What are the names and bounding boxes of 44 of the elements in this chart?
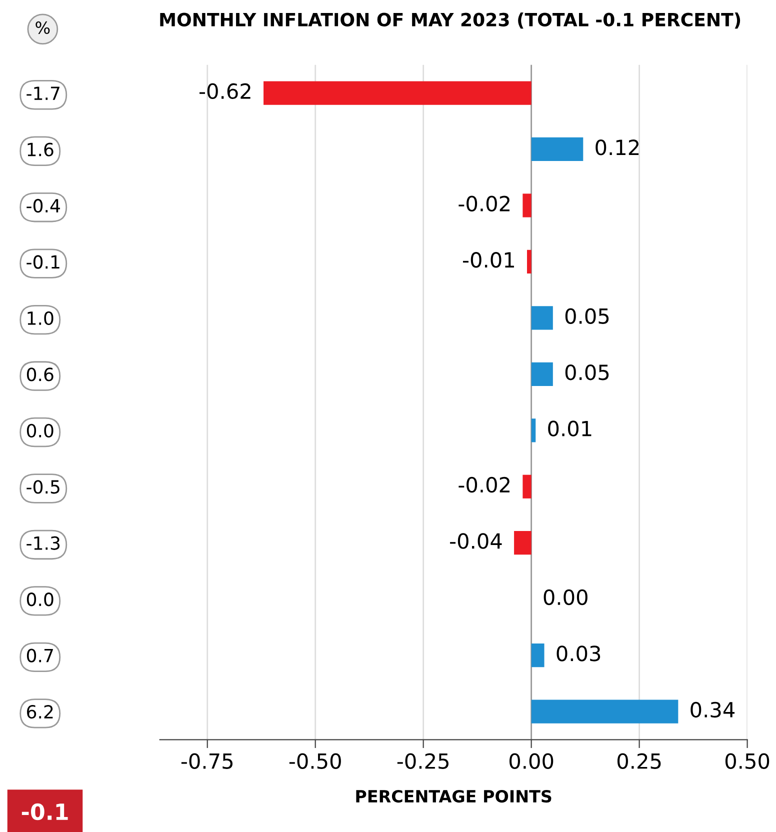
bar (264, 81, 532, 105)
data-label: -0.02 (458, 196, 510, 212)
x-tick-label: -0.25 (397, 753, 448, 769)
bar (522, 194, 532, 218)
y-tick-label: -1.3 (26, 536, 60, 550)
data-label: 0.34 (690, 702, 735, 718)
data-label: -0.04 (450, 533, 502, 549)
y-tick-label: 1.0 (28, 311, 54, 326)
data-label: 0.00 (544, 589, 588, 606)
bar (531, 700, 678, 724)
y-tick-label: 0.0 (26, 424, 54, 438)
x-tick-label: 0.25 (617, 753, 661, 769)
y-tick-label: 0.6 (26, 368, 54, 382)
chart-title: MONTHLY INFLATION OF MAY 2023 (TOTAL -0.1 PERCENT) (160, 12, 740, 29)
data-label: 0.12 (596, 140, 639, 156)
y-tick-label: -1.7 (26, 86, 60, 100)
data-label: 0.01 (548, 420, 592, 436)
y-tick-label: 0.7 (26, 648, 53, 662)
y-tick-label: -0.1 (26, 255, 60, 269)
x-tick-label: 0.50 (725, 753, 770, 769)
y-tick-label: 1.6 (28, 142, 54, 156)
data-label: -0.62 (200, 83, 250, 100)
x-axis-title: PERCENTAGE POINTS (356, 790, 552, 803)
data-label: -0.01 (463, 252, 514, 268)
data-label: 0.05 (565, 308, 609, 324)
bar (527, 250, 532, 274)
y-tick-label: 0.0 (26, 592, 54, 606)
y-tick-label: -0.4 (26, 198, 60, 213)
data-label: 0.03 (556, 646, 600, 662)
x-tick-label: -0.75 (181, 753, 232, 769)
y-tick-label: -0.5 (26, 480, 60, 494)
bar (514, 531, 532, 555)
bar (522, 474, 532, 498)
x-tick-label: -0.50 (289, 753, 341, 769)
bar (531, 137, 584, 162)
bar (531, 643, 544, 668)
bar (531, 306, 553, 330)
x-tick-label: 0.00 (510, 753, 554, 769)
data-label: -0.02 (458, 476, 510, 493)
bar (531, 418, 536, 442)
y-axis-title: % (36, 21, 50, 34)
y-tick-label: 6.2 (27, 704, 53, 719)
data-label: 0.05 (565, 364, 609, 380)
bar (531, 362, 553, 386)
